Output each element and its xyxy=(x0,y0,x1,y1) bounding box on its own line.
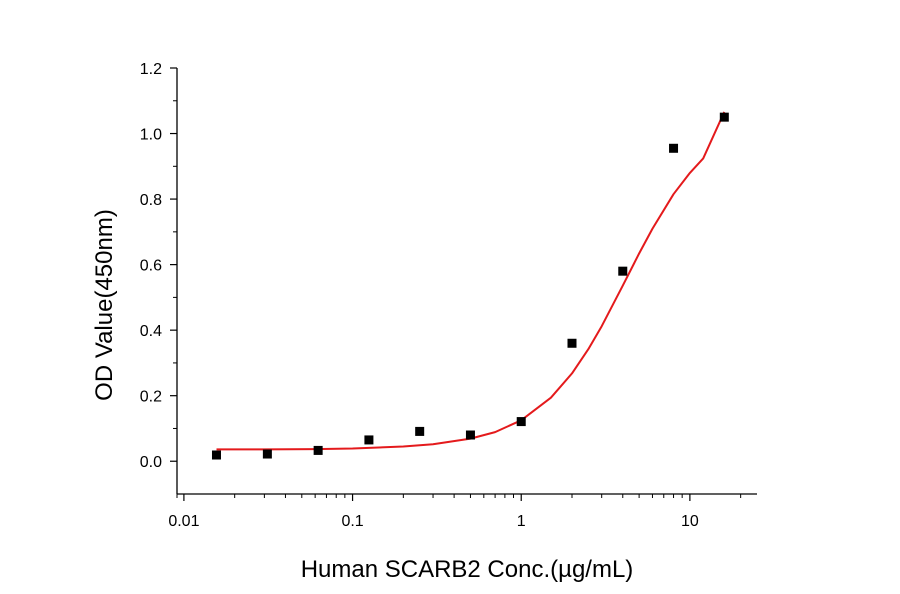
x-tick-label: 0.01 xyxy=(168,513,199,530)
y-axis-title: OD Value(450nm) xyxy=(91,209,118,401)
data-point xyxy=(465,430,475,440)
axes xyxy=(176,68,757,495)
data-point xyxy=(618,266,628,276)
x-tick-label: 0.1 xyxy=(341,513,363,530)
data-point xyxy=(364,435,374,445)
y-tick-label: 0.4 xyxy=(140,323,162,340)
y-tick-label: 1.2 xyxy=(140,61,162,78)
data-point xyxy=(516,417,526,427)
data-point xyxy=(567,338,577,348)
x-tick-label: 10 xyxy=(681,513,699,530)
y-tick-label: 1.0 xyxy=(140,127,162,144)
y-tick-label: 0.0 xyxy=(140,454,162,471)
ticks: 0.0 0.2 0.4 0.6 0.8 1.0 1.2 0.01 0.1 1 10 xyxy=(140,61,742,530)
fit-curve xyxy=(216,111,726,451)
data-point xyxy=(313,445,323,455)
data-point xyxy=(719,112,729,122)
x-tick-label: 1 xyxy=(517,513,526,530)
y-tick-label: 0.8 xyxy=(140,192,162,209)
data-point xyxy=(262,449,272,459)
data-point xyxy=(669,143,679,153)
x-axis-title: Human SCARB2 Conc.(µg/mL) xyxy=(301,556,634,583)
data-marks xyxy=(211,111,729,460)
y-tick-label: 0.2 xyxy=(140,389,162,406)
data-point xyxy=(211,450,221,460)
data-point xyxy=(415,426,425,436)
y-tick-label: 0.6 xyxy=(140,258,162,275)
